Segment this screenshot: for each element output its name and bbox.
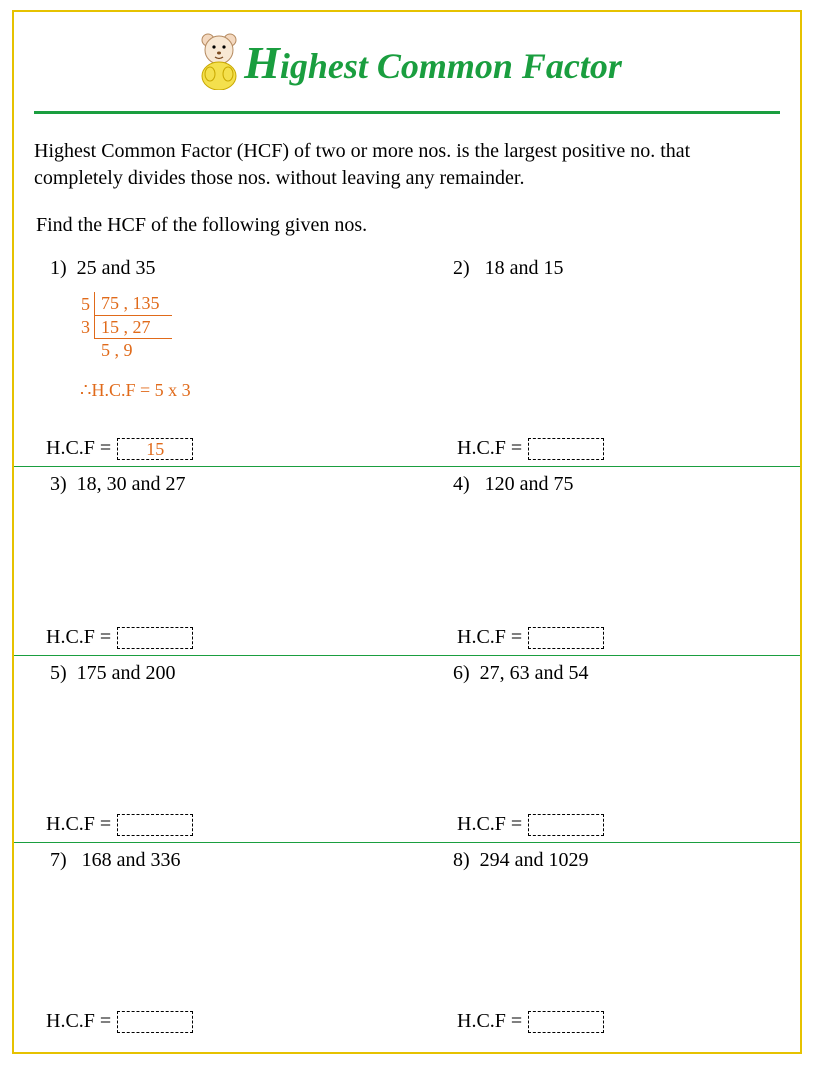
problem-cell: 8) 294 and 1029 H.C.F = bbox=[407, 843, 800, 1039]
problem-label: 7) 168 and 336 bbox=[50, 849, 387, 872]
answer-line: H.C.F = bbox=[457, 1010, 604, 1033]
answer-line: H.C.F = bbox=[46, 813, 193, 836]
problem-label: 4) 120 and 75 bbox=[453, 473, 780, 496]
problem-row: 7) 168 and 336 H.C.F = 8) 294 and 1029 H… bbox=[14, 843, 800, 1039]
problem-row: 1) 25 and 35 5 75 , 135 3 15 , 27 bbox=[14, 251, 800, 466]
answer-line: H.C.F = 15 bbox=[46, 437, 193, 460]
answer-line: H.C.F = bbox=[457, 437, 604, 460]
answer-line: H.C.F = bbox=[46, 626, 193, 649]
problem-cell: 6) 27, 63 and 54 H.C.F = bbox=[407, 656, 800, 842]
bear-icon bbox=[192, 30, 246, 95]
answer-box[interactable] bbox=[528, 438, 604, 460]
problem-cell: 7) 168 and 336 H.C.F = bbox=[14, 843, 407, 1039]
answer-box[interactable] bbox=[528, 1011, 604, 1033]
answer-box[interactable] bbox=[117, 814, 193, 836]
problem-label: 8) 294 and 1029 bbox=[453, 849, 780, 872]
problem-label: 3) 18, 30 and 27 bbox=[50, 473, 387, 496]
answer-box[interactable] bbox=[117, 1011, 193, 1033]
answer-box[interactable]: 15 bbox=[117, 438, 193, 460]
problem-label: 1) 25 and 35 bbox=[50, 257, 387, 280]
worksheet-page: Highest Common Factor Highest Common Fac… bbox=[12, 10, 802, 1054]
conclusion-text: ∴H.C.F = 5 x 3 bbox=[80, 380, 387, 401]
problem-row: 5) 175 and 200 H.C.F = 6) 27, 63 and 54 … bbox=[14, 656, 800, 842]
problem-row: 3) 18, 30 and 27 H.C.F = 4) 120 and 75 H… bbox=[14, 467, 800, 655]
answer-box[interactable] bbox=[528, 814, 604, 836]
problem-cell: 3) 18, 30 and 27 H.C.F = bbox=[14, 467, 407, 655]
answer-box[interactable] bbox=[117, 627, 193, 649]
instruction-text: Find the HCF of the following given nos. bbox=[14, 192, 800, 251]
problem-cell: 4) 120 and 75 H.C.F = bbox=[407, 467, 800, 655]
problem-label: 5) 175 and 200 bbox=[50, 662, 387, 685]
division-ladder: 5 75 , 135 3 15 , 27 5 , 9 bbox=[80, 292, 387, 362]
problem-cell: 5) 175 and 200 H.C.F = bbox=[14, 656, 407, 842]
answer-line: H.C.F = bbox=[46, 1010, 193, 1033]
answer-box[interactable] bbox=[528, 627, 604, 649]
header: Highest Common Factor bbox=[14, 12, 800, 105]
problems-grid: 1) 25 and 35 5 75 , 135 3 15 , 27 bbox=[14, 251, 800, 1039]
answer-line: H.C.F = bbox=[457, 626, 604, 649]
answer-line: H.C.F = bbox=[457, 813, 604, 836]
problem-label: 2) 18 and 15 bbox=[453, 257, 780, 280]
intro-text: Highest Common Factor (HCF) of two or mo… bbox=[14, 114, 800, 192]
worked-example: 5 75 , 135 3 15 , 27 5 , 9 ∴H.C.F = 5 bbox=[80, 292, 387, 401]
problem-cell: 1) 25 and 35 5 75 , 135 3 15 , 27 bbox=[14, 251, 407, 466]
problem-label: 6) 27, 63 and 54 bbox=[453, 662, 780, 685]
problem-cell: 2) 18 and 15 H.C.F = bbox=[407, 251, 800, 466]
page-title: Highest Common Factor bbox=[244, 36, 622, 89]
